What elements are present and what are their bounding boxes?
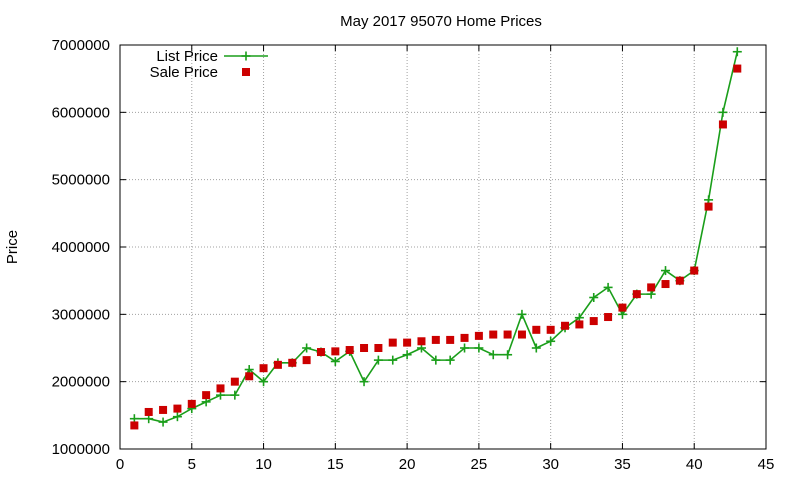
legend-item: List Price (156, 48, 268, 65)
data-point (431, 335, 440, 344)
data-point (446, 335, 455, 344)
axes: 0 5 10 15 20 25 30 35 40 45 1000000 2000000 3000000 4… (52, 37, 775, 473)
data-point (417, 337, 426, 346)
data-point (589, 317, 598, 326)
data-point (704, 202, 713, 211)
x-tick-label: 10 (255, 456, 272, 473)
data-point (503, 350, 513, 360)
data-point (546, 336, 556, 346)
x-tick-label: 5 (188, 456, 196, 473)
y-axis-label: Price (4, 230, 21, 264)
y-tick-label: 5000000 (52, 172, 110, 189)
data-point (431, 355, 441, 365)
data-point (661, 266, 671, 276)
data-point (618, 303, 627, 312)
data-point (546, 325, 555, 334)
data-point (130, 421, 139, 430)
data-point (273, 360, 282, 369)
legend-item: Sale Price (150, 64, 250, 81)
data-point (245, 372, 254, 381)
data-point (360, 344, 369, 352)
data-point (604, 313, 613, 322)
data-point (474, 331, 483, 340)
data-point (374, 344, 383, 352)
legend-swatch-marker (242, 68, 250, 76)
data-point (259, 377, 269, 387)
data-point (732, 47, 742, 57)
data-point (359, 377, 369, 387)
data-point (173, 404, 182, 413)
data-point (402, 350, 412, 360)
data-point (503, 330, 512, 339)
data-point (158, 417, 168, 427)
data-point (517, 330, 526, 339)
series-list-price (129, 47, 742, 427)
data-point (230, 377, 239, 386)
data-point (603, 282, 613, 292)
x-tick-label: 0 (116, 456, 124, 473)
x-tick-label: 25 (471, 456, 488, 473)
data-point (488, 350, 498, 360)
data-point (561, 321, 570, 330)
data-point (675, 276, 684, 285)
data-point (575, 320, 584, 329)
data-point (302, 356, 311, 365)
x-tick-label: 35 (614, 456, 631, 473)
data-point (661, 280, 670, 289)
data-point (460, 333, 469, 342)
data-point (216, 384, 225, 393)
data-point (474, 343, 484, 353)
legend-label: List Price (156, 48, 218, 65)
y-tick-label: 4000000 (52, 239, 110, 256)
y-tick-label: 6000000 (52, 104, 110, 121)
data-point (517, 309, 527, 319)
data-point (202, 391, 211, 400)
series (129, 47, 742, 430)
data-point (589, 293, 599, 302)
data-point (403, 338, 412, 347)
y-tick-label: 2000000 (52, 374, 110, 391)
data-point (718, 120, 727, 129)
data-point (144, 407, 153, 416)
data-point (345, 346, 354, 355)
data-point (331, 347, 340, 356)
data-point (718, 107, 728, 117)
series-line (134, 51, 739, 423)
y-tick-label: 1000000 (52, 441, 110, 458)
x-tick-label: 20 (399, 456, 416, 473)
data-point (532, 325, 541, 334)
data-point (259, 364, 268, 373)
data-point (230, 390, 240, 400)
data-point (531, 343, 541, 353)
data-point (159, 405, 168, 414)
data-point (647, 283, 656, 292)
data-point (460, 343, 470, 353)
data-point (187, 399, 196, 408)
x-tick-label: 40 (686, 456, 703, 473)
x-tick-label: 45 (758, 456, 775, 473)
x-tick-label: 30 (542, 456, 559, 473)
series-sale-price (130, 64, 742, 430)
x-tick-label: 15 (327, 456, 344, 473)
data-point (445, 355, 455, 365)
data-point (388, 355, 398, 365)
legend-swatch-marker (241, 51, 251, 61)
data-point (632, 290, 641, 299)
data-point (388, 338, 397, 347)
y-tick-label: 3000000 (52, 306, 110, 323)
data-point (302, 343, 312, 353)
data-point (373, 355, 383, 365)
data-point (172, 412, 182, 422)
data-point (690, 266, 699, 275)
legend-label: Sale Price (150, 64, 218, 81)
data-point (288, 358, 297, 367)
data-point (733, 64, 742, 73)
data-point (316, 348, 325, 357)
data-point (330, 356, 340, 366)
data-point (489, 330, 498, 339)
y-tick-label: 7000000 (52, 37, 110, 54)
chart-title: May 2017 95070 Home Prices (340, 13, 542, 30)
